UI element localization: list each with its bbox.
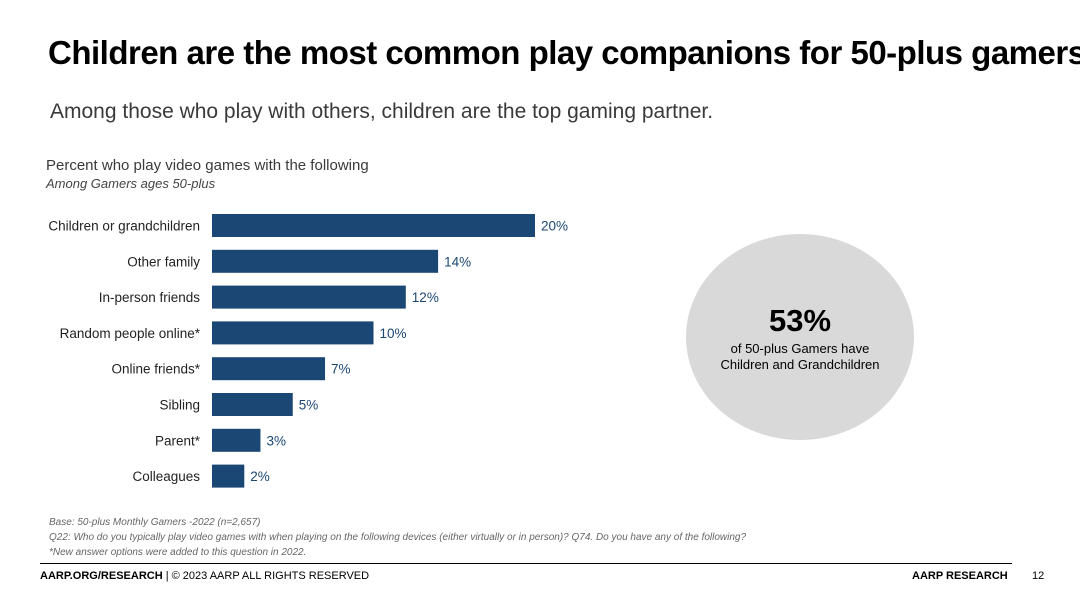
footer-copyright-text: | © 2023 AARP ALL RIGHTS RESERVED [162,570,370,582]
footer-copyright: AARP.ORG/RESEARCH | © 2023 AARP ALL RIGH… [40,570,369,582]
value-label: 10% [380,326,407,341]
chart-title: Percent who play video games with the fo… [46,157,369,174]
category-label: Colleagues [132,469,200,484]
bar [212,321,374,345]
value-label: 12% [412,290,439,305]
value-label: 2% [250,469,270,484]
footer-org-name: AARP RESEARCH [912,570,1008,582]
footer-brand-link[interactable]: AARP.ORG/RESEARCH [40,570,163,582]
callout-text: of 50-plus Gamers have Children and Gran… [720,341,880,372]
bar [212,464,245,488]
value-label: 5% [299,398,319,413]
category-label: In-person friends [99,290,201,305]
callout-value: 53% [768,303,832,338]
bar [212,285,406,309]
value-label: 20% [541,219,568,234]
footnote-note: *New answer options were added to this q… [49,547,307,558]
footnote-question: Q22: Who do you typically play video gam… [49,532,747,543]
slide-subtitle: Among those who play with others, childr… [50,100,714,123]
footnotes: Base: 50-plus Monthly Gamers -2022 (n=2,… [49,515,746,560]
category-label: Random people online* [60,326,201,341]
value-label: 7% [331,362,351,377]
slide-title: Children are the most common play compan… [48,34,1080,71]
category-label: Children or grandchildren [48,219,200,234]
bar [212,357,326,381]
value-label: 3% [266,433,286,448]
stat-callout-circle: 53% of 50-plus Gamers have Children and … [686,234,914,440]
category-label: Online friends* [111,362,200,377]
category-label: Parent* [155,433,201,448]
bar-chart: Children or grandchildren 20% Other family… [48,214,568,488]
footnote-base: Base: 50-plus Monthly Gamers -2022 (n=2,… [49,517,261,528]
value-label: 14% [444,254,471,269]
bar [212,249,439,273]
category-label: Other family [127,254,200,269]
category-label: Sibling [159,398,200,413]
bar [212,214,535,237]
chart-subtitle: Among Gamers ages 50-plus [46,176,216,191]
bar [212,428,261,452]
bar [212,393,293,416]
footer-divider [40,563,1012,564]
page-number: 12 [1032,570,1045,582]
